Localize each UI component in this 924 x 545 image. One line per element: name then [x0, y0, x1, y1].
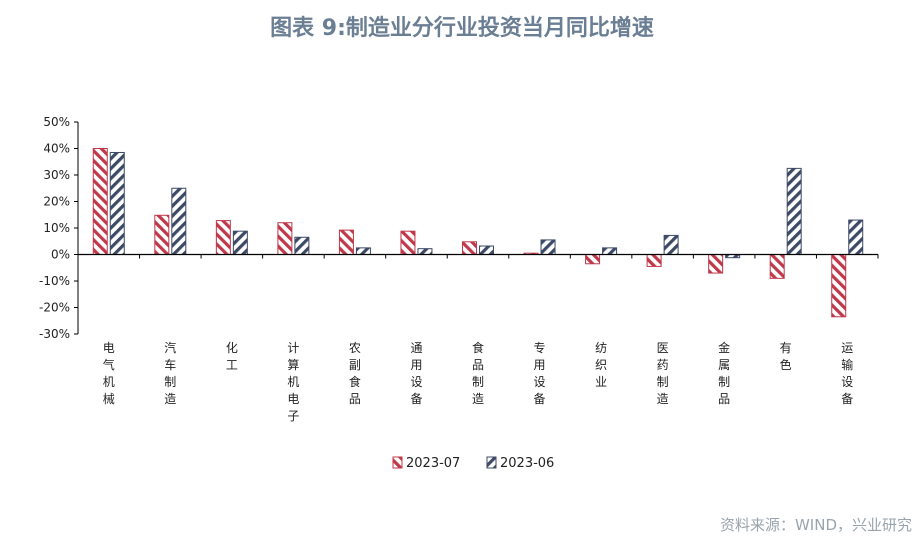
- y-tick-label: 10%: [43, 221, 70, 235]
- legend-label: 2023-06: [500, 456, 554, 471]
- y-tick-label: -20%: [39, 301, 70, 315]
- x-tick-label: 农副食品: [349, 341, 361, 406]
- x-tick-label: 运输设备: [841, 341, 853, 406]
- legend-swatch: [486, 456, 497, 469]
- legend: 2023-07 2023-06: [392, 456, 554, 471]
- x-tick-label: 食品制造: [472, 340, 484, 406]
- x-axis: 电气机械 汽车制造 化工 计算机电子 农副食品 通用设备 食品制造 专用设备 纺织业 医药制造 金属…: [77, 253, 879, 423]
- y-tick-label: 20%: [43, 195, 70, 209]
- bar-2023-06: [479, 245, 494, 256]
- bar-2023-06: [602, 247, 618, 255]
- x-tick-label: 有色: [780, 341, 792, 372]
- bar-2023-07: [708, 254, 724, 274]
- y-axis: 50% 40% 30% 20% 10% 0% -10% -20% -30%: [39, 115, 79, 341]
- bar-2023-06: [417, 248, 433, 255]
- bar-2023-07: [646, 254, 662, 267]
- source-note: 资料来源：WIND，兴业研究: [719, 516, 912, 534]
- x-tick-label: 汽车制造: [164, 340, 176, 406]
- bar-2023-07: [585, 254, 601, 265]
- bar-2023-07: [92, 148, 108, 255]
- bar-2023-06: [355, 247, 371, 255]
- bar-2023-06: [171, 187, 187, 255]
- bar-2023-07: [277, 222, 293, 255]
- bar-2023-06: [109, 151, 125, 256]
- y-tick-label: -10%: [39, 274, 70, 288]
- y-tick-label: 30%: [43, 168, 70, 182]
- x-tick-label: 医药制造: [657, 341, 669, 406]
- bar-2023-07: [338, 229, 354, 255]
- bar-2023-07: [154, 214, 170, 255]
- bar-2023-06: [540, 239, 556, 256]
- y-tick-label: -30%: [39, 327, 70, 341]
- bar-2023-07: [215, 220, 231, 255]
- legend-swatch: [392, 456, 403, 469]
- bar-2023-07: [462, 241, 477, 255]
- bar-2023-07: [831, 254, 847, 318]
- x-tick-label: 化工: [226, 341, 238, 372]
- x-tick-label: 专用设备: [534, 340, 546, 406]
- y-tick-label: 50%: [43, 115, 70, 129]
- bar-2023-07: [769, 254, 785, 279]
- x-tick-label: 计算机电子: [287, 341, 299, 423]
- legend-label: 2023-07: [406, 456, 460, 471]
- bar-2023-06: [848, 219, 864, 256]
- x-tick-label: 通用设备: [410, 341, 422, 406]
- chart-title: 图表 9:制造业分行业投资当月同比增速: [270, 16, 654, 41]
- bar-2023-07: [400, 230, 416, 255]
- bar-2023-06: [663, 234, 679, 255]
- x-tick-label: 电气机械: [103, 341, 115, 406]
- bar-2023-06: [294, 236, 310, 255]
- y-tick-label: 40%: [43, 142, 70, 156]
- bar-2023-06: [232, 230, 248, 255]
- x-tick-label: 纺织业: [595, 341, 607, 389]
- x-tick-label: 金属制品: [718, 340, 730, 406]
- bars-group: [92, 148, 864, 318]
- y-tick-label: 0%: [51, 248, 70, 262]
- bar-2023-06: [786, 167, 802, 255]
